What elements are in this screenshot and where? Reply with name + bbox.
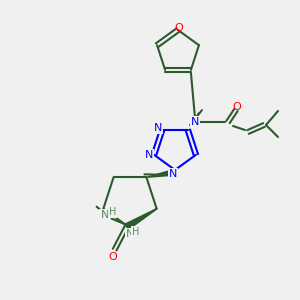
Text: N: N	[126, 229, 134, 239]
Text: N: N	[100, 210, 109, 220]
Text: N: N	[191, 117, 199, 127]
Text: H: H	[109, 207, 116, 217]
Polygon shape	[146, 169, 176, 177]
Text: O: O	[108, 252, 117, 262]
Text: H: H	[132, 227, 140, 237]
Text: N: N	[169, 169, 177, 179]
Polygon shape	[125, 209, 157, 229]
Text: O: O	[232, 102, 242, 112]
Text: O: O	[175, 23, 183, 33]
Text: N: N	[145, 150, 153, 160]
Text: N: N	[154, 123, 162, 133]
